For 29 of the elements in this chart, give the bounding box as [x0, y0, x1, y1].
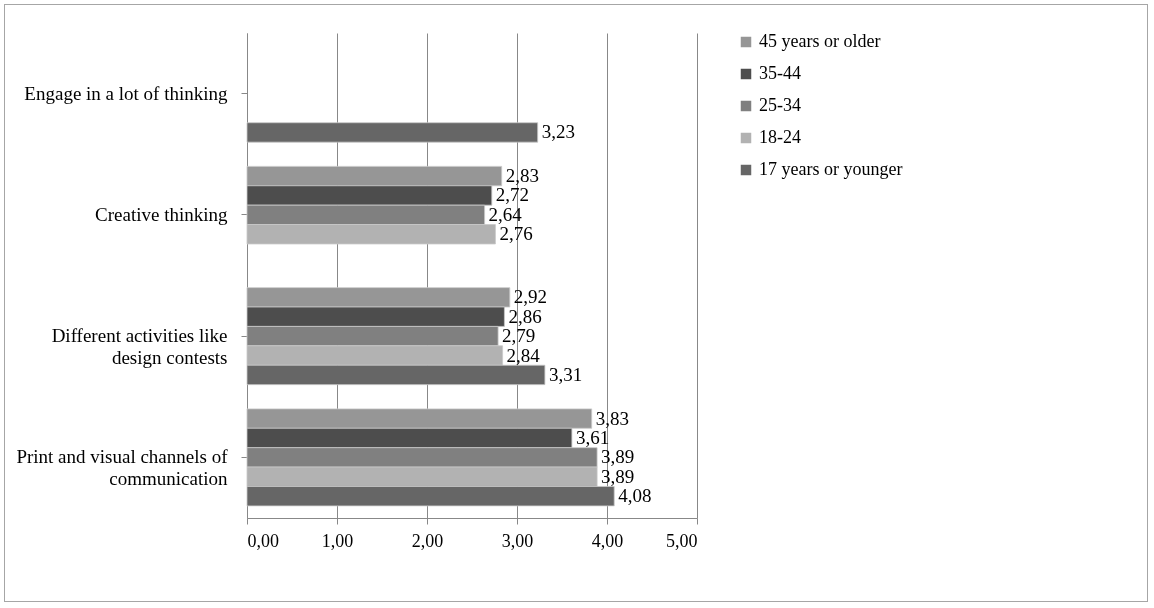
data-label: 2,86: [508, 305, 542, 327]
data-label: 2,84: [506, 344, 541, 366]
data-label: 2,92: [513, 286, 548, 308]
data-label: 3,89: [601, 446, 635, 468]
y-tick-label: Engage in a lot of thinking: [24, 82, 228, 104]
x-tick-label: 1,00: [321, 530, 354, 551]
legend-label: 18-24: [759, 127, 801, 147]
legend-label: 17 years or younger: [759, 159, 903, 179]
x-tick-label: 2,00: [411, 530, 444, 551]
data-label: 3,31: [548, 363, 583, 385]
x-tick-label: 3,00: [501, 530, 534, 551]
legend-label: 45 years or older: [759, 31, 881, 51]
data-label: 2,76: [499, 223, 533, 245]
data-label: 3,23: [541, 121, 575, 143]
data-label: 2,79: [502, 325, 536, 347]
data-label: 3,83: [595, 407, 629, 429]
data-label: 2,83: [505, 165, 539, 187]
y-tick-label: Print and visual channels of communication: [16, 446, 229, 490]
y-tick-label: Different activities like design contests: [51, 325, 228, 369]
data-label: 2,72: [495, 184, 530, 206]
legend-label: 25-34: [759, 95, 801, 115]
data-label: 2,64: [488, 203, 523, 225]
x-tick-label: 5,00: [666, 530, 698, 551]
data-label: 4,08: [618, 485, 652, 507]
x-tick-label: 4,00: [591, 530, 624, 551]
data-label: 3,89: [601, 465, 635, 487]
legend-label: 35-44: [759, 63, 801, 83]
x-tick-label: 0,00: [247, 530, 279, 551]
y-tick-label: Creative thinking: [95, 203, 228, 225]
